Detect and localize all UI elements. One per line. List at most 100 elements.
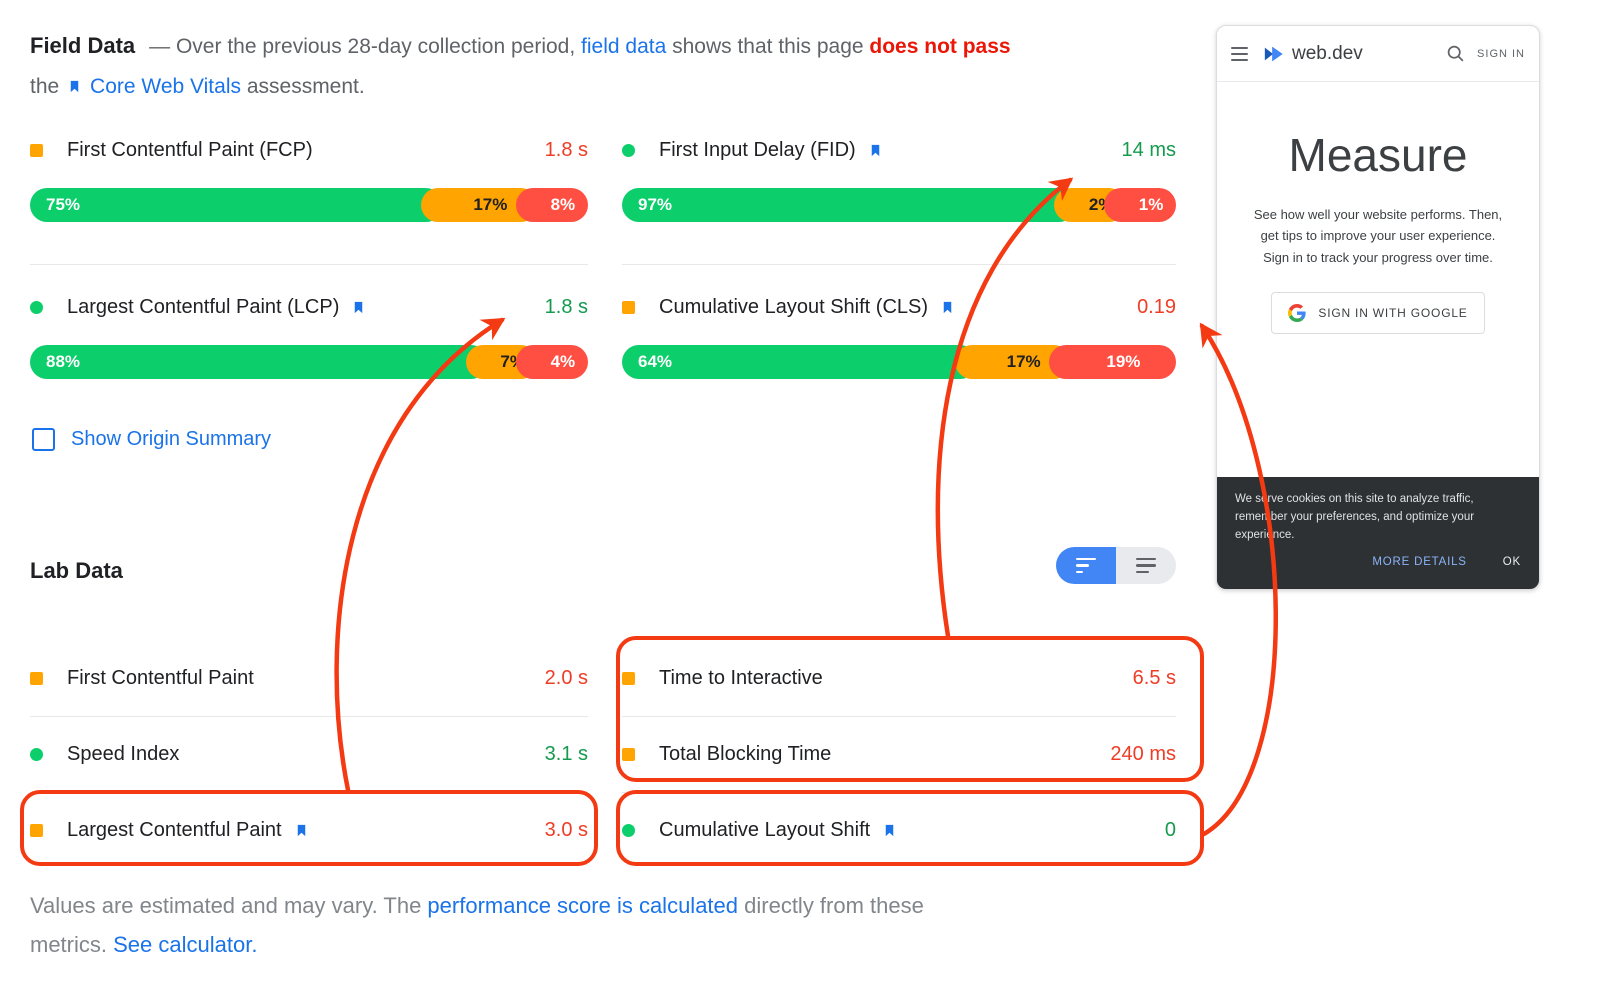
lcp-status-icon: [30, 824, 43, 837]
metric-value: 1.8 s: [544, 295, 588, 318]
bar-segment-poor: 8%: [515, 188, 588, 222]
bar-segment-good: 64%: [622, 345, 977, 379]
tti-status-icon: [622, 671, 635, 685]
metric-name: Speed Index: [67, 743, 180, 765]
lab-data-left-column: First Contentful Paint 2.0 s Speed Index…: [30, 640, 588, 868]
more-details-button[interactable]: MORE DETAILS: [1372, 556, 1467, 569]
bar-segment-good: 97%: [622, 188, 1077, 222]
metric-name: Total Blocking Time: [659, 743, 832, 765]
bar-segment-good: 75%: [30, 188, 443, 222]
menu-icon[interactable]: [1231, 46, 1248, 61]
metric-name: Cumulative Layout Shift (CLS): [659, 295, 929, 318]
lab-metric-tbt: Total Blocking Time 240 ms: [622, 716, 1176, 792]
expanded-view-button[interactable]: [1116, 547, 1176, 584]
lab-data-right-column: Time to Interactive 6.5 s Total Blocking…: [622, 640, 1176, 868]
metric-name: Cumulative Layout Shift: [659, 819, 871, 841]
performance-score-link[interactable]: performance score is calculated: [427, 893, 739, 918]
cls-status-icon: [622, 824, 635, 837]
intro-text-4: assessment.: [241, 75, 365, 98]
bar-segment-good: 88%: [30, 345, 488, 379]
lcp-distribution-bar: 88% 7% 4%: [30, 345, 588, 379]
metric-value: 0: [1164, 819, 1176, 841]
metric-name: Time to Interactive: [659, 666, 823, 689]
cookie-text: We serve cookies on this site to analyze…: [1235, 493, 1475, 541]
fcp-distribution-bar: 75% 17% 8%: [30, 188, 588, 222]
metric-value: 0.19: [1137, 295, 1176, 318]
lab-metric-fcp: First Contentful Paint 2.0 s: [30, 640, 588, 716]
metric-value: 3.0 s: [544, 819, 588, 841]
bookmark-icon: [355, 301, 363, 313]
intro-text-1: — Over the previous 28-day collection pe…: [149, 35, 582, 58]
bar-segment-poor: 19%: [1048, 345, 1176, 379]
webdev-logo-icon: [1264, 46, 1283, 61]
search-icon[interactable]: [1446, 44, 1465, 63]
speed-index-status-icon: [30, 748, 43, 761]
metric-value: 2.0 s: [544, 666, 588, 689]
show-origin-summary[interactable]: Show Origin Summary: [32, 428, 271, 451]
metric-name: First Contentful Paint: [67, 666, 254, 689]
expanded-view-icon: [1136, 557, 1156, 574]
google-button-label: SIGN IN WITH GOOGLE: [1318, 306, 1468, 321]
field-metric-fid: First Input Delay (FID) 14 ms 97% 2% 1%: [622, 128, 1176, 222]
bookmark-icon: [297, 824, 305, 837]
cookie-banner: We serve cookies on this site to analyze…: [1217, 477, 1539, 589]
field-data-title: Field Data: [30, 33, 136, 58]
measure-description: See how well your website performs. Then…: [1253, 207, 1503, 265]
footer-text-1: Values are estimated and may vary. The: [30, 893, 428, 918]
lab-metric-cls: Cumulative Layout Shift 0: [622, 792, 1176, 868]
divider: [30, 264, 588, 265]
footer-text-2: directly from these: [738, 893, 924, 918]
field-metric-cls: Cumulative Layout Shift (CLS) 0.19 64% 1…: [622, 285, 1176, 379]
field-data-right-column: First Input Delay (FID) 14 ms 97% 2% 1% …: [622, 128, 1176, 379]
bar-segment-poor: 1%: [1104, 188, 1176, 222]
divider: [622, 264, 1176, 265]
metric-value: 240 ms: [1110, 743, 1176, 765]
intro-text-2: shows that this page: [666, 35, 870, 58]
compact-view-icon: [1076, 557, 1096, 574]
origin-summary-checkbox[interactable]: [32, 428, 55, 451]
bookmark-icon: [70, 80, 79, 93]
cls-distribution-bar: 64% 17% 19%: [622, 345, 1176, 379]
intro-text-3: the: [30, 75, 66, 98]
field-data-left-column: First Contentful Paint (FCP) 1.8 s 75% 1…: [30, 128, 588, 379]
fcp-status-icon: [30, 671, 43, 685]
webdev-phone-screenshot: web.dev SIGN IN Measure See how well you…: [1216, 25, 1540, 590]
does-not-pass-text: does not pass: [869, 35, 1011, 58]
metric-name: Largest Contentful Paint: [67, 819, 282, 841]
lab-metric-lcp: Largest Contentful Paint 3.0 s: [30, 792, 588, 868]
webdev-brand-name: web.dev: [1292, 42, 1363, 64]
origin-summary-label[interactable]: Show Origin Summary: [71, 428, 272, 450]
field-metric-lcp: Largest Contentful Paint (LCP) 1.8 s 88%…: [30, 285, 588, 379]
bar-segment-poor: 4%: [515, 345, 588, 379]
metric-value: 14 ms: [1121, 138, 1176, 161]
phone-header: web.dev SIGN IN: [1217, 26, 1539, 82]
core-web-vitals-link[interactable]: Core Web Vitals: [90, 75, 241, 98]
metric-name: First Contentful Paint (FCP): [67, 138, 313, 161]
sign-in-with-google-button[interactable]: SIGN IN WITH GOOGLE: [1271, 292, 1485, 335]
field-data-intro: Field Data — Over the previous 28-day col…: [30, 26, 1180, 107]
cls-status-icon: [622, 300, 635, 314]
compact-view-button[interactable]: [1056, 547, 1116, 584]
footer-note: Values are estimated and may vary. The p…: [30, 886, 1120, 964]
metric-value: 6.5 s: [1132, 666, 1176, 689]
fid-status-icon: [622, 143, 635, 157]
lab-metric-speed-index: Speed Index 3.1 s: [30, 716, 588, 792]
metric-name: First Input Delay (FID): [659, 138, 856, 161]
measure-title: Measure: [1288, 129, 1468, 181]
footer-text-3: metrics.: [30, 932, 114, 957]
webdev-logo[interactable]: web.dev: [1262, 43, 1363, 65]
ok-button[interactable]: OK: [1502, 556, 1521, 569]
see-calculator-link[interactable]: See calculator.: [113, 932, 258, 957]
lcp-status-icon: [30, 300, 43, 314]
tbt-status-icon: [622, 748, 635, 761]
metric-name: Largest Contentful Paint (LCP): [67, 295, 340, 318]
phone-sign-in-link[interactable]: SIGN IN: [1477, 47, 1525, 60]
lab-data-title: Lab Data: [30, 558, 123, 583]
field-data-link[interactable]: field data: [581, 35, 667, 58]
lab-view-toggle: [1056, 547, 1176, 584]
metric-value: 3.1 s: [544, 743, 588, 765]
fid-distribution-bar: 97% 2% 1%: [622, 188, 1176, 222]
bookmark-icon: [871, 144, 879, 156]
bookmark-icon: [943, 301, 952, 313]
